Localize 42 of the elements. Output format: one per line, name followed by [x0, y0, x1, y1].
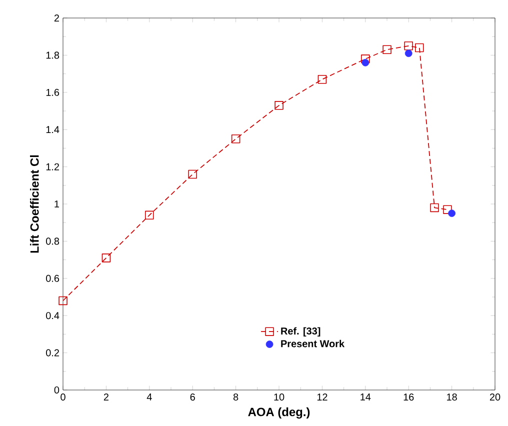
- point: [145, 210, 154, 220]
- point: [415, 43, 424, 52]
- y-tick-label: 1.4: [46, 126, 60, 134]
- y-tick-label: 1.8: [46, 52, 60, 59]
- y-tick-label: 0.2: [46, 349, 59, 356]
- y-axis-title: Lift Coefficient Cl: [30, 155, 39, 253]
- x-tick-label: 14: [360, 394, 371, 400]
- y-tick-label: 0.4: [46, 312, 60, 320]
- x-tick-label: 12: [317, 394, 328, 400]
- x-tick-label: 8: [233, 394, 238, 401]
- x-tick-label: 6: [190, 394, 195, 401]
- point: [102, 254, 111, 262]
- y-tick-label: 0: [54, 386, 60, 394]
- legend-label: Present Work: [281, 340, 345, 348]
- y-tick-label: 0.6: [46, 274, 60, 282]
- y-tick-label: 1: [54, 200, 59, 208]
- point: [448, 210, 456, 217]
- point: [231, 134, 240, 144]
- point: [362, 58, 370, 66]
- point: [404, 42, 413, 50]
- x-axis-title: AOA (deg.): [248, 407, 310, 419]
- legend-label: Ref. [33]: [281, 327, 320, 337]
- x-tick-label: 2: [104, 394, 108, 400]
- point: [274, 101, 284, 110]
- point: [430, 203, 439, 212]
- point: [404, 50, 412, 58]
- point: [58, 296, 68, 306]
- x-tick-label: 20: [490, 394, 500, 401]
- x-tick-label: 4: [146, 394, 152, 400]
- point: [318, 74, 327, 84]
- point: [361, 54, 370, 64]
- point: [443, 205, 452, 214]
- y-tick-label: 0.8: [46, 238, 60, 245]
- x-tick-label: 0: [60, 394, 66, 401]
- point: [188, 170, 197, 179]
- y-tick-label: 2: [54, 14, 59, 22]
- x-tick-label: 16: [404, 394, 414, 401]
- point: [382, 45, 392, 54]
- x-tick-label: 18: [447, 394, 457, 401]
- x-tick-label: 10: [274, 394, 284, 401]
- y-tick-label: 1.6: [46, 88, 60, 96]
- y-tick-label: 1.2: [46, 163, 59, 170]
